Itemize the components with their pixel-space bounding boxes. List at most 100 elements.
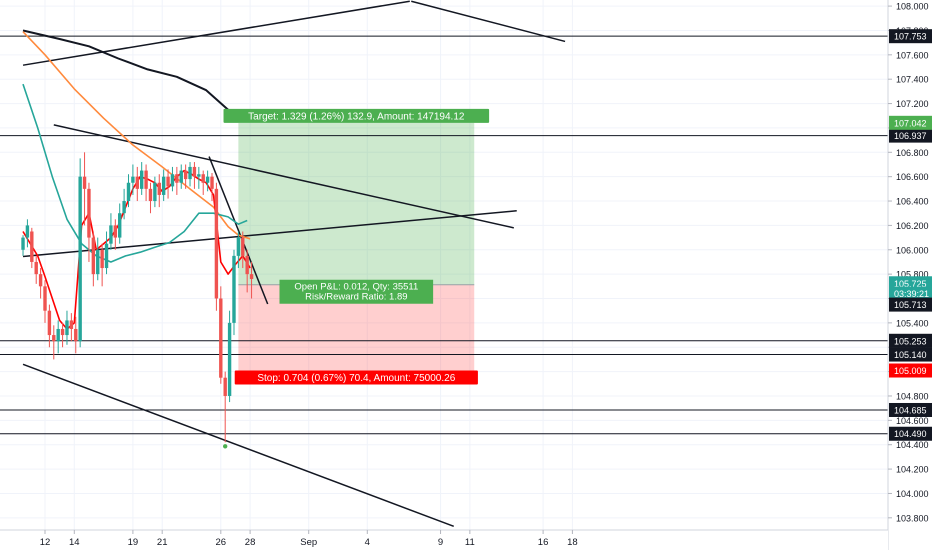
time-tick-label: 28 bbox=[245, 537, 256, 548]
candle-body bbox=[52, 335, 56, 342]
position-labels: Target: 1.329 (1.26%) 132.9, Amount: 147… bbox=[223, 108, 490, 385]
candle-body bbox=[113, 225, 118, 238]
candle-body bbox=[157, 182, 161, 195]
trend-line[interactable] bbox=[22, 0, 410, 66]
level-price-label: 106.937 bbox=[894, 131, 927, 141]
stop-label: Stop: 0.704 (0.67%) 70.4, Amount: 75000.… bbox=[257, 373, 455, 384]
axis-marker-label: 105.009 bbox=[894, 366, 927, 376]
price-tick-label: 106.800 bbox=[896, 148, 929, 158]
candle-body bbox=[175, 174, 179, 183]
candle-body bbox=[87, 188, 91, 238]
trend-line[interactable] bbox=[22, 363, 454, 528]
axis-marker-label: 105.713 bbox=[894, 300, 927, 310]
level-price-label: 105.253 bbox=[894, 336, 927, 346]
price-tick-label: 104.600 bbox=[896, 416, 929, 426]
axis-marker-label: 03:39:21 bbox=[894, 289, 929, 299]
indicator-line bbox=[22, 31, 251, 240]
candle-body bbox=[214, 188, 219, 299]
trend-line[interactable] bbox=[208, 156, 269, 305]
candle-body bbox=[25, 225, 30, 238]
time-tick-label: 26 bbox=[216, 537, 227, 548]
level-price-label-bg bbox=[889, 402, 932, 417]
price-tick-label: 106.000 bbox=[896, 245, 929, 255]
time-tick-label: 12 bbox=[40, 537, 51, 548]
candle-body bbox=[148, 188, 153, 202]
axis-marker-label-bg bbox=[889, 363, 932, 378]
level-price-label-bg bbox=[889, 29, 932, 44]
price-tick-label: 103.800 bbox=[896, 513, 929, 523]
position-tool[interactable] bbox=[238, 122, 475, 371]
time-axis[interactable]: 12 14 19 21 26 28 Sep 4 9 11 16 18 bbox=[0, 529, 888, 550]
candle-body bbox=[118, 213, 122, 238]
price-tick-label: 105.400 bbox=[896, 318, 929, 328]
price-tick-label: 107.600 bbox=[896, 50, 929, 60]
axis-marker-label: 105.725 bbox=[894, 279, 927, 289]
time-tick-label: 9 bbox=[438, 537, 443, 548]
stop-label-bg bbox=[234, 370, 478, 385]
risk-reward-label: Risk/Reward Ratio: 1.89 bbox=[305, 292, 407, 303]
horizontal-levels[interactable] bbox=[0, 35, 888, 435]
candle-body bbox=[227, 322, 232, 396]
time-tick-label: 16 bbox=[538, 537, 549, 548]
candle-body bbox=[179, 170, 183, 183]
candle-body bbox=[38, 274, 43, 287]
indicator-line bbox=[22, 29, 248, 121]
price-tick-label: 105.800 bbox=[896, 270, 929, 280]
candle-body bbox=[69, 320, 74, 329]
candle-body bbox=[100, 249, 104, 269]
time-tick-label: 21 bbox=[157, 537, 168, 548]
candle-body bbox=[183, 170, 188, 180]
trend-line[interactable] bbox=[411, 0, 566, 43]
price-tick-label: 104.800 bbox=[896, 391, 929, 401]
candle-body bbox=[30, 231, 34, 262]
axis-marker-label-bg bbox=[889, 297, 932, 312]
pnl-box bbox=[279, 279, 434, 304]
candle-body bbox=[201, 174, 205, 183]
axis-marker-label-bg bbox=[889, 115, 932, 130]
time-tick-label: 18 bbox=[567, 537, 578, 548]
candle-body bbox=[135, 176, 139, 189]
level-price-label-bg bbox=[889, 347, 932, 362]
candle-body bbox=[223, 377, 227, 396]
candle-body bbox=[56, 328, 60, 342]
candle-body bbox=[197, 174, 201, 177]
level-price-label-bg bbox=[889, 333, 932, 348]
price-tick-label: 104.000 bbox=[896, 489, 929, 499]
time-axis-bg bbox=[0, 530, 888, 550]
time-tick-label: 11 bbox=[465, 537, 475, 548]
candle-body bbox=[109, 225, 113, 244]
candle-body bbox=[47, 310, 52, 336]
axis-marker-label-bg bbox=[889, 286, 932, 301]
candle-body bbox=[96, 249, 100, 275]
price-axis-bg bbox=[888, 0, 932, 550]
candle-body bbox=[78, 176, 82, 342]
target-label: Target: 1.329 (1.26%) 132.9, Amount: 147… bbox=[248, 111, 465, 122]
candle-body bbox=[65, 320, 69, 336]
price-tick-label: 108.000 bbox=[896, 2, 929, 12]
candle-body bbox=[60, 328, 65, 336]
indicator-line bbox=[22, 83, 248, 263]
profit-zone[interactable] bbox=[238, 122, 475, 285]
candle-body bbox=[122, 201, 126, 214]
level-price-label-bg bbox=[889, 426, 932, 441]
level-price-label: 104.685 bbox=[894, 405, 927, 415]
level-price-label: 104.490 bbox=[894, 429, 927, 439]
candle-body bbox=[245, 255, 249, 275]
target-label-bg bbox=[223, 108, 490, 123]
level-price-label-bg bbox=[889, 128, 932, 143]
candles bbox=[21, 152, 254, 449]
candle-body bbox=[192, 166, 197, 177]
price-tick-label: 106.200 bbox=[896, 221, 929, 231]
candle-body bbox=[131, 176, 135, 183]
candle-body bbox=[249, 274, 254, 280]
price-axis[interactable]: 108.000107.800107.600107.400107.200107.0… bbox=[887, 0, 932, 550]
candle-body bbox=[153, 182, 157, 202]
candle-body bbox=[166, 176, 170, 187]
grid bbox=[0, 0, 888, 530]
price-tick-label: 106.400 bbox=[896, 197, 929, 207]
level-price-label: 105.140 bbox=[894, 350, 927, 360]
level-price-label: 107.753 bbox=[894, 32, 927, 42]
candle-body bbox=[241, 237, 245, 256]
